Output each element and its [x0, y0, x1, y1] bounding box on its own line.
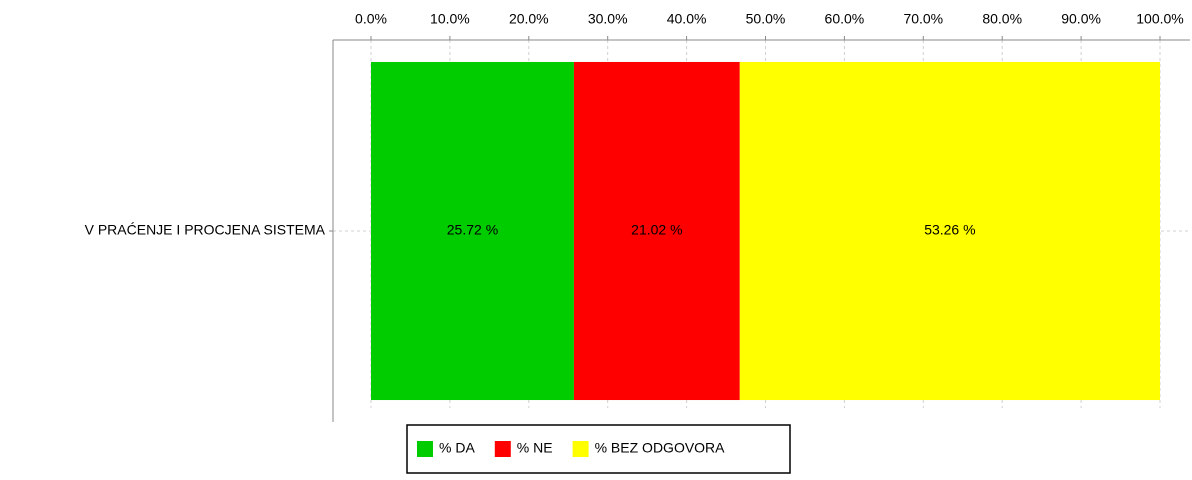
legend-label: % BEZ ODGOVORA: [595, 440, 726, 456]
legend-swatch: [572, 441, 589, 457]
x-tick-label: 50.0%: [746, 11, 786, 27]
x-tick-label: 10.0%: [430, 11, 470, 27]
x-tick-label: 90.0%: [1061, 11, 1101, 27]
data-label: 53.26 %: [924, 222, 975, 238]
x-tick-label: 20.0%: [509, 11, 549, 27]
bar-segment: [573, 61, 740, 401]
data-label: 21.02 %: [631, 222, 682, 238]
x-tick-label: 30.0%: [588, 11, 628, 27]
bar-segment: [739, 61, 1160, 401]
y-tick-label: V PRAĆENJE I PROCJENA SISTEMA: [85, 222, 326, 238]
legend-box: [406, 424, 791, 474]
legend-label: % NE: [517, 440, 553, 456]
x-tick-label: 60.0%: [825, 11, 865, 27]
legend-swatch: [494, 441, 511, 457]
x-tick-label: 0.0%: [355, 11, 387, 27]
bar-segment: [371, 61, 574, 401]
x-tick-label: 70.0%: [903, 11, 943, 27]
x-tick-label: 80.0%: [982, 11, 1022, 27]
legend-swatch: [417, 441, 433, 457]
legend-label: % DA: [439, 440, 475, 456]
data-label: 25.72 %: [447, 222, 498, 238]
x-tick-label: 40.0%: [667, 11, 707, 27]
x-tick-label: 100.0%: [1136, 11, 1183, 27]
